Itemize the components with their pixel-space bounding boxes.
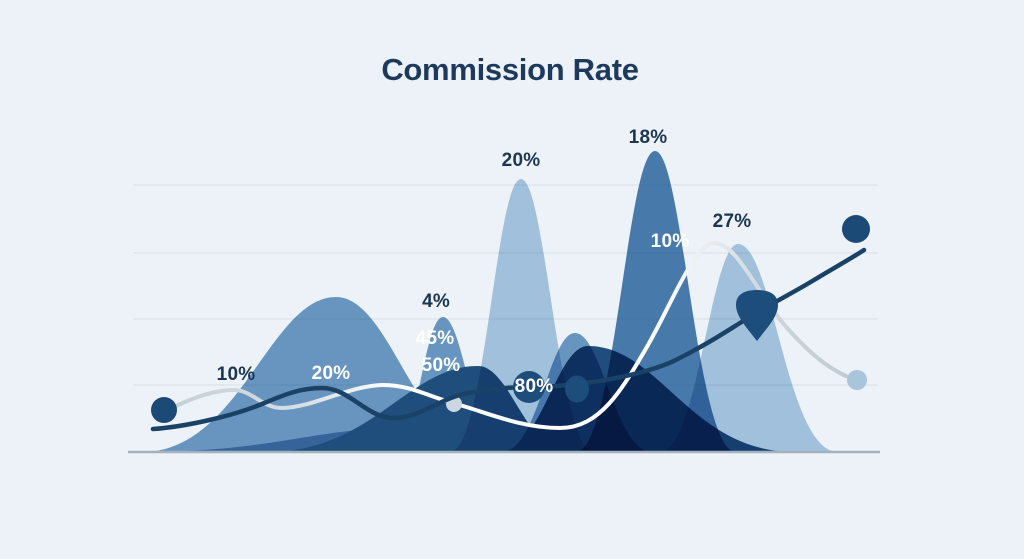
value-label: 45% xyxy=(415,328,455,349)
value-label: 27% xyxy=(712,211,752,232)
value-label: 50% xyxy=(421,355,461,376)
area-right-light-hill xyxy=(660,244,838,452)
marker-blob xyxy=(565,375,589,403)
value-label: 20% xyxy=(501,150,541,171)
page-title: Commission Rate xyxy=(381,52,639,87)
value-label: 4% xyxy=(422,291,450,312)
marker-dot-80 xyxy=(513,371,545,403)
end-marker-dot-dark xyxy=(842,215,870,243)
light-trend-line xyxy=(170,240,848,431)
value-label: 18% xyxy=(628,127,668,148)
start-marker-dot xyxy=(151,397,177,423)
value-label: 80% xyxy=(514,376,554,397)
value-label: 10% xyxy=(216,364,256,385)
teardrop-marker xyxy=(736,290,778,341)
light-line-end-dot xyxy=(847,370,867,390)
value-label: 10% xyxy=(650,231,690,252)
value-label: 20% xyxy=(311,363,351,384)
